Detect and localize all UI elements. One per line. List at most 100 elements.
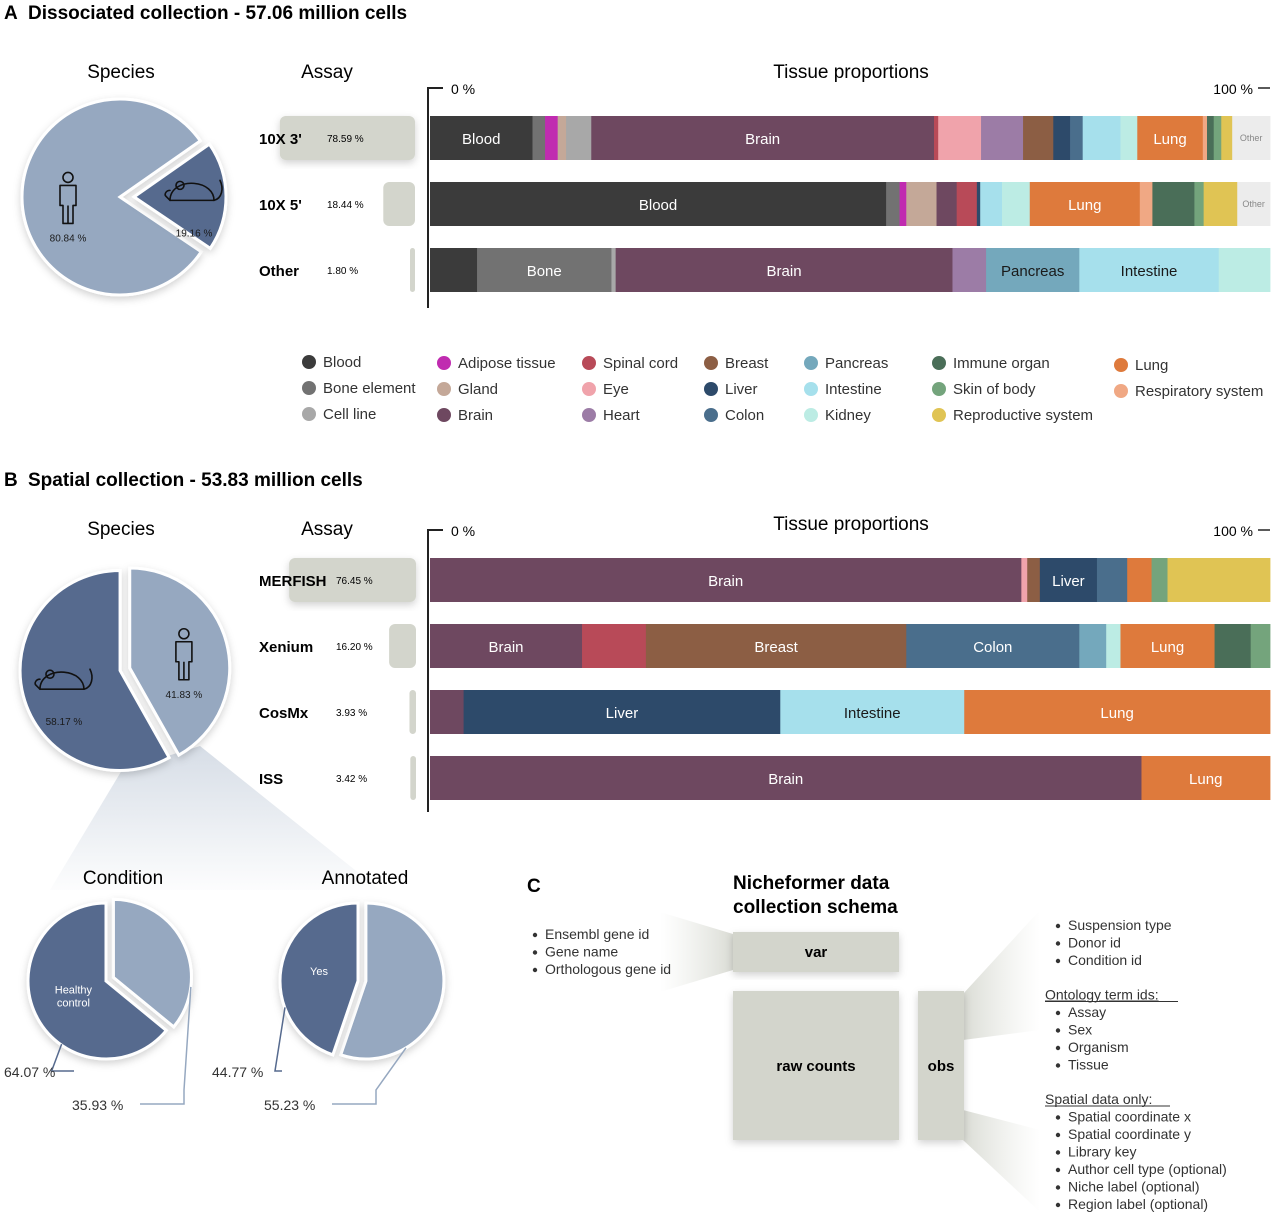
- legend-label: Adipose tissue: [458, 355, 556, 372]
- tissue-segment: [430, 690, 464, 734]
- spatial-assay-column: MERFISH 76.45 % Xenium 16.20 % CosMx 3.93 % IS…: [259, 558, 416, 800]
- legend-swatch: [437, 356, 451, 370]
- dark-leader-line: [274, 1007, 286, 1072]
- subpie-connector: [50, 746, 380, 890]
- spatial-field: Library key: [1068, 1144, 1136, 1160]
- tissue-segment: [964, 690, 1271, 734]
- annotated-pie: Yes 44.77 % 55.23 %: [212, 901, 446, 1113]
- assay-share-pill: [409, 690, 416, 734]
- tissue-segment: [430, 248, 478, 292]
- legend-label: Blood: [323, 354, 361, 371]
- legend-swatch: [704, 382, 718, 396]
- legend-label: Immune organ: [953, 355, 1050, 372]
- light-slice-group: [338, 901, 446, 1061]
- ontology-field: Sex: [1068, 1022, 1092, 1038]
- spatial-header: Spatial data only:: [1045, 1091, 1152, 1107]
- bullet-dot: [1055, 1185, 1061, 1190]
- bullet-dot: [532, 932, 538, 938]
- assay-name: MERFISH: [259, 573, 327, 590]
- obs-funnel-top: [963, 910, 1040, 1040]
- bullet-dot: [1055, 958, 1061, 964]
- tissue-segment-label: Lung: [1153, 131, 1186, 148]
- tissue-segment: [1221, 116, 1233, 160]
- bullet-dot: [532, 967, 538, 973]
- tissue-segment: [934, 116, 939, 160]
- legend-swatch: [302, 355, 316, 369]
- tissue-segment: [1120, 116, 1138, 160]
- spatial-field: Author cell type (optional): [1068, 1161, 1227, 1177]
- legend-swatch: [302, 381, 316, 395]
- bullet-dot: [1055, 941, 1061, 946]
- tissue-segment: [1021, 558, 1028, 602]
- assay-share-label: 1.80 %: [327, 266, 358, 277]
- bullet-dot: [1055, 1202, 1061, 1208]
- human-share-label: 41.83 %: [166, 690, 203, 701]
- dissociated-assay-column: 10X 3' 78.59 % 10X 5' 18.44 % Other 1.80 %: [259, 116, 415, 292]
- human-icon: [59, 171, 77, 225]
- light-share-label: 35.93 %: [72, 1097, 123, 1113]
- tissue-segment: [1203, 182, 1238, 226]
- tissue-segment: [430, 116, 533, 160]
- legend-swatch: [582, 408, 596, 422]
- tissue-segment: [1202, 116, 1208, 160]
- tissue-segment: [532, 116, 546, 160]
- tissue-segment: [1167, 558, 1271, 602]
- tissue-segment: [1053, 116, 1071, 160]
- human-icon-head: [62, 171, 74, 184]
- human-icon: [175, 627, 193, 681]
- tissue-segment: [1027, 558, 1041, 602]
- tissue-segment: [545, 116, 559, 160]
- dark-slice: [278, 901, 360, 1057]
- tissue-segment: [986, 248, 1080, 292]
- mouse-slice-group: [18, 569, 172, 772]
- tissue-segment: [1002, 182, 1031, 226]
- raw-counts-block: [733, 991, 899, 1140]
- tissue-segment: [557, 116, 567, 160]
- assay-share-pill: [389, 624, 416, 668]
- legend-swatch: [582, 356, 596, 370]
- panel-b-assay-header: Assay: [301, 519, 353, 540]
- mouse-icon: [164, 179, 223, 202]
- tissue-segment-label: Colon: [973, 639, 1012, 656]
- legend-swatch: [804, 408, 818, 422]
- human-slice: [20, 97, 204, 297]
- bullet-dot: [1055, 1045, 1061, 1051]
- tissue-segment: [430, 756, 1142, 800]
- tissue-segment-label: Other: [1242, 199, 1265, 209]
- legend-label: Gland: [458, 381, 498, 398]
- bullet-dot: [1055, 1167, 1061, 1173]
- legend-swatch: [582, 382, 596, 396]
- tissue-segment-label: Intestine: [1121, 263, 1178, 280]
- tissue-segment-label: Brain: [489, 639, 524, 656]
- mouse-icon-tail: [83, 668, 93, 691]
- tissue-segment: [980, 182, 1003, 226]
- tissue-segment-label: Lung: [1100, 705, 1133, 722]
- mouse-share-label: 19.16 %: [176, 228, 213, 239]
- tissue-segment: [463, 690, 781, 734]
- tissue-segment-label: Blood: [639, 197, 677, 214]
- mouse-share-label: 58.17 %: [46, 717, 83, 728]
- human-icon-body: [59, 184, 77, 225]
- ontology-field: Assay: [1068, 1004, 1106, 1020]
- light-leader-line: [140, 986, 192, 1105]
- panel-a-title: Dissociated collection - 57.06 million c…: [28, 3, 407, 24]
- tissue-segment-label: Blood: [462, 131, 500, 148]
- spatial-tissue-bars: Brain Liver Brain Breast Colon Lung Liver Intes…: [430, 558, 1271, 800]
- tissue-segment: [938, 116, 982, 160]
- mouse-slice: [131, 142, 228, 251]
- tissue-segment: [906, 182, 937, 226]
- tissue-segment: [780, 690, 965, 734]
- tissue-segment: [1079, 624, 1107, 668]
- tissue-segment: [645, 624, 907, 668]
- ontology-header: Ontology term ids:: [1045, 987, 1159, 1003]
- ontology-field: Organism: [1068, 1039, 1129, 1055]
- legend-swatch: [437, 382, 451, 396]
- dark-leader-line: [50, 1043, 74, 1072]
- tissue-segment: [1106, 624, 1121, 668]
- bullet-dot: [1055, 1150, 1061, 1155]
- dark-share-label: 64.07 %: [4, 1064, 55, 1080]
- tissue-segment: [899, 182, 907, 226]
- legend-swatch: [437, 408, 451, 422]
